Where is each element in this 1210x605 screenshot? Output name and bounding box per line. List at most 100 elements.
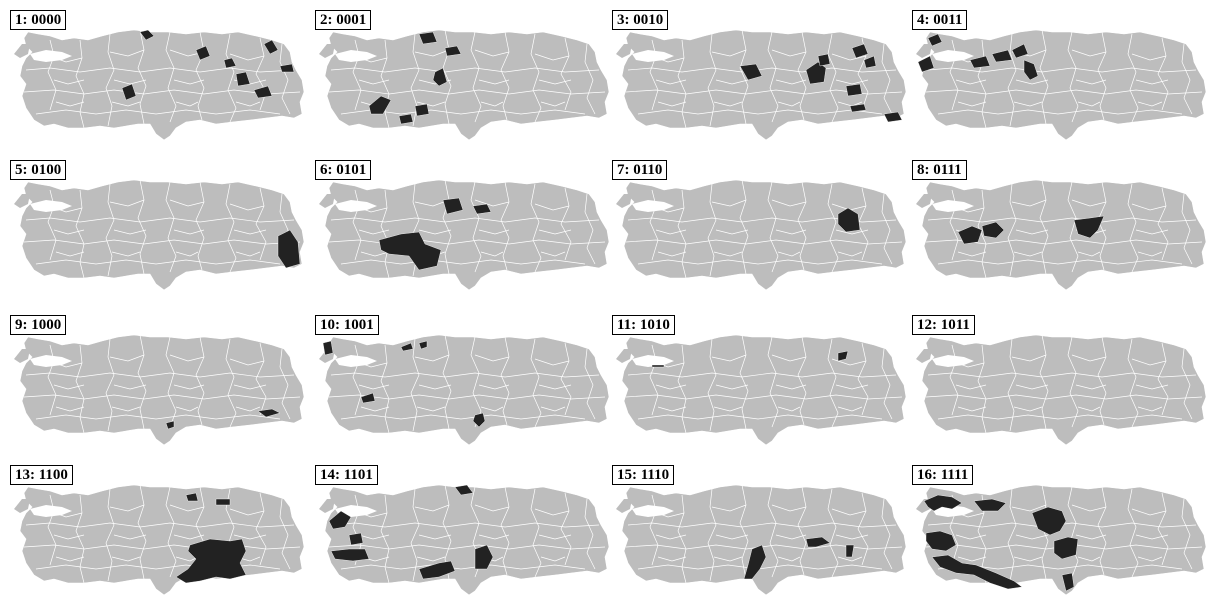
turkey-province-map [916,484,1207,596]
highlighted-province [139,29,155,41]
province-border [105,488,115,582]
highlighted-province [398,113,414,125]
province-border [53,384,267,390]
marmara-sea [30,505,72,517]
province-border [75,344,85,434]
province-border [677,344,687,434]
province-border [75,39,85,129]
province-border [330,217,600,223]
highlighted-province [969,55,991,69]
highlighted-province [235,71,251,87]
province-border [75,189,85,279]
province-border [225,183,237,273]
map-panel: 7: 0110 [612,160,912,300]
province-border [137,29,147,125]
province-border [470,31,482,123]
highlighted-province [277,229,301,269]
country-shape [621,334,907,446]
province-border [655,534,869,540]
province-border [651,49,867,63]
province-border [927,372,1197,378]
province-border [137,179,147,275]
highlighted-province [223,57,237,69]
turkey-province-map [319,484,610,596]
highlighted-province [845,83,863,97]
highlighted-province [328,510,352,530]
highlighted-province [817,53,831,67]
province-border [340,414,586,420]
province-border [530,488,542,578]
map-panel: 10: 1001 [315,315,615,455]
province-border [927,67,1197,73]
province-border [23,544,301,550]
province-border [637,109,883,115]
province-border [255,492,267,566]
province-border [165,486,177,578]
province-border [949,344,959,416]
province-border [255,342,267,416]
province-border [165,181,177,273]
province-border [352,39,362,111]
highlighted-province [400,342,414,352]
thrace-shape [319,499,335,513]
province-border [637,414,883,420]
province-border [707,33,717,127]
province-border [105,33,115,127]
province-border [677,494,687,584]
province-border [1067,486,1079,578]
highlighted-province [185,492,199,502]
province-border [23,89,301,95]
province-border [827,488,839,578]
province-border [1127,488,1139,578]
province-border [651,199,867,213]
highlighted-province [348,532,364,546]
province-border [55,406,261,412]
province-border [47,494,57,566]
province-border [47,39,57,111]
province-border [500,336,510,426]
panel-label: 14: 1101 [315,465,378,485]
highlighted-province [931,554,1023,590]
province-border [1127,33,1139,123]
province-border [797,336,807,426]
map-panel: 16: 1111 [912,465,1210,605]
province-border [881,498,893,570]
map-panel: 3: 0010 [612,10,912,150]
province-border [625,239,903,245]
province-border [1007,183,1017,277]
province-border [797,31,807,121]
country-shape [19,334,305,446]
marmara-sea [632,50,674,62]
thrace-shape [916,44,932,58]
province-border [925,89,1203,95]
province-border [137,484,147,580]
map-panel: 2: 0001 [315,10,615,150]
highlighted-province [418,31,438,45]
highlighted-province [432,67,448,87]
province-border [739,484,749,580]
thrace-shape [319,44,335,58]
panel-label: 10: 1001 [315,315,379,335]
thrace-shape [14,194,30,208]
marmara-sea [335,355,377,367]
province-border [25,372,295,378]
province-border [767,31,779,123]
province-border [330,67,600,73]
province-border [655,79,869,85]
province-border [225,338,237,428]
turkey-province-map [616,484,907,596]
province-border [881,348,893,420]
province-border [360,406,566,412]
highlighted-province [849,103,867,113]
province-border [827,183,839,273]
province-border [951,199,1167,213]
province-border [255,37,267,111]
province-border [827,33,839,123]
country-shape [324,179,610,291]
highlighted-province [418,340,428,350]
marmara-sea [632,505,674,517]
country-shape [324,484,610,596]
thrace-shape [616,349,632,363]
province-border [358,229,572,235]
